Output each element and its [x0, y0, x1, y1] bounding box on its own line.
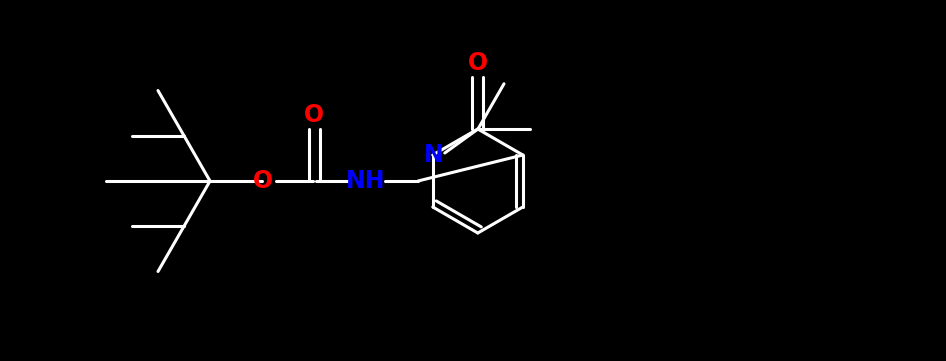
- Text: O: O: [253, 169, 272, 193]
- Text: O: O: [304, 103, 324, 127]
- Text: O: O: [467, 51, 488, 75]
- Text: NH: NH: [346, 169, 386, 193]
- Text: N: N: [424, 143, 444, 167]
